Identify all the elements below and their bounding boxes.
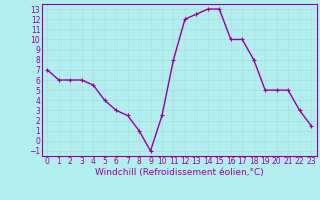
X-axis label: Windchill (Refroidissement éolien,°C): Windchill (Refroidissement éolien,°C)	[95, 168, 264, 177]
